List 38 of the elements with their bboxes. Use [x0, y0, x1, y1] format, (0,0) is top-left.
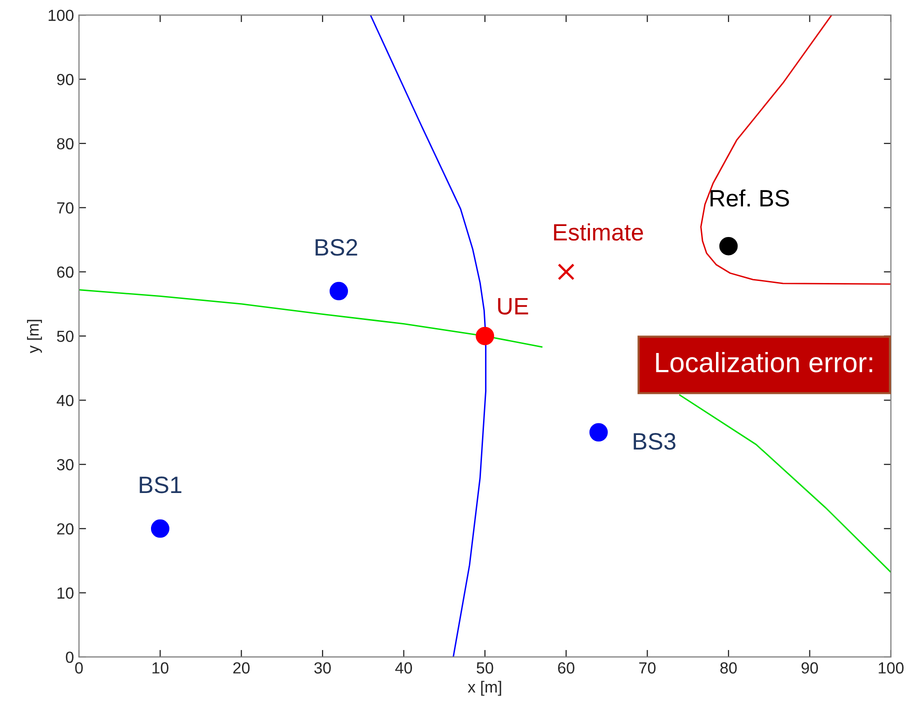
point — [476, 326, 494, 346]
y-tick-label: 80 — [57, 138, 74, 150]
x-tick-label: 50 — [476, 662, 494, 674]
y-tick-label: 60 — [57, 266, 74, 278]
x-tick-label: 40 — [395, 662, 412, 674]
point — [150, 519, 170, 538]
point — [589, 423, 608, 442]
x-tick-label: 80 — [720, 662, 737, 674]
x-tick-label: 60 — [558, 662, 574, 674]
x-tick-label: 70 — [639, 662, 656, 674]
x-tick-label: 10 — [152, 662, 168, 674]
y-tick-label: 100 — [48, 10, 74, 21]
point — [330, 282, 348, 300]
y-tick-label: 40 — [56, 394, 74, 406]
point — [719, 236, 738, 256]
line-series — [700, 15, 891, 285]
y-tick-label: 90 — [57, 74, 74, 86]
y-axis-title: y [m] — [27, 320, 42, 354]
annotation: UE — [498, 298, 528, 315]
annotation: BS3 — [634, 433, 676, 450]
x-tick-label: 30 — [314, 662, 331, 674]
x-tick-label: 100 — [878, 662, 904, 674]
y-tick-label: 0 — [66, 652, 74, 663]
point — [558, 263, 575, 280]
x-axis-title: x [m] — [468, 680, 502, 696]
annotation: BS1 — [140, 476, 182, 494]
y-tick-label: 70 — [57, 202, 74, 214]
x-tick-label: 90 — [802, 662, 818, 674]
y-tick-label: 30 — [56, 459, 74, 470]
x-tick-label: 20 — [233, 662, 250, 674]
annotation: BS2 — [316, 239, 358, 256]
y-tick-label: 50 — [57, 330, 74, 342]
annotation: Estimate — [554, 223, 643, 241]
annotation: Ref. BS — [710, 189, 789, 207]
y-tick-label: 20 — [57, 523, 74, 535]
y-tick-label: 10 — [58, 587, 74, 599]
annotation: Localization error: — [656, 352, 872, 372]
x-tick-label: 0 — [75, 662, 83, 674]
